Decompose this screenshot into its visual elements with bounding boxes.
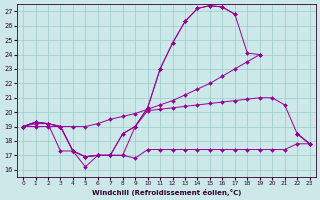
X-axis label: Windchill (Refroidissement éolien,°C): Windchill (Refroidissement éolien,°C): [92, 189, 241, 196]
